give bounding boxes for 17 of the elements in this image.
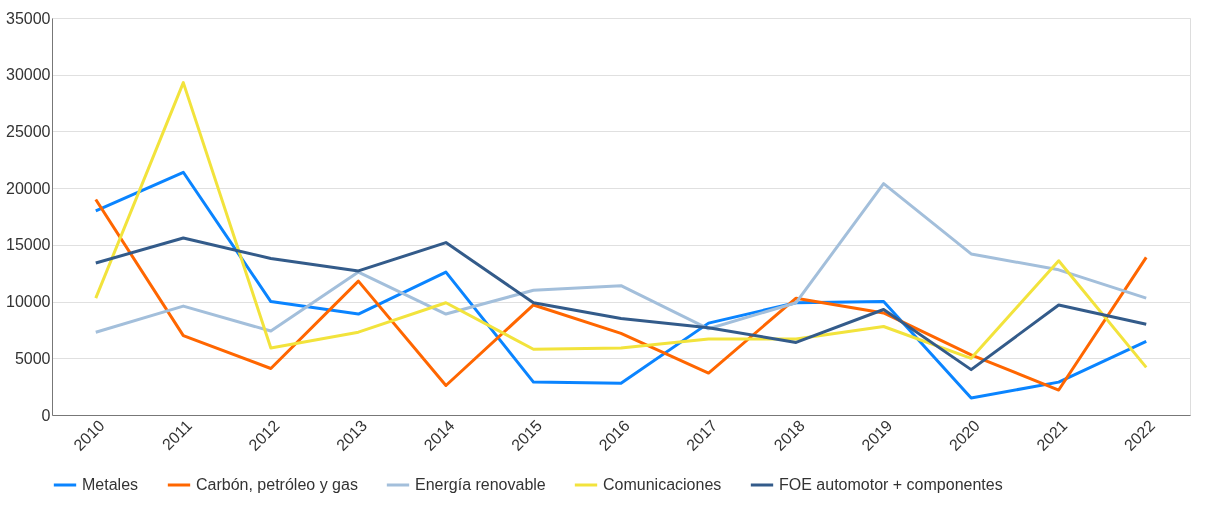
y-tick-label: 15000 <box>6 236 51 254</box>
line-series <box>94 236 1148 372</box>
legend-label: Comunicaciones <box>603 476 722 493</box>
y-tick-label: 30000 <box>6 66 51 84</box>
legend-label: Carbón, petróleo y gas <box>196 476 358 493</box>
legend-label: Metales <box>82 476 139 493</box>
legend-label: Energía renovable <box>415 476 546 493</box>
y-tick-label: 35000 <box>6 9 51 27</box>
line-series <box>94 182 1148 334</box>
y-tick-label: 10000 <box>6 293 51 311</box>
legend-label: FOE automotor + componentes <box>779 476 1003 493</box>
y-tick-label: 0 <box>41 406 51 424</box>
y-tick-label: 20000 <box>6 179 51 197</box>
y-tick-label: 5000 <box>14 349 51 367</box>
y-tick-label: 25000 <box>6 122 51 140</box>
line-series <box>94 81 1148 369</box>
line-series <box>94 197 1148 392</box>
